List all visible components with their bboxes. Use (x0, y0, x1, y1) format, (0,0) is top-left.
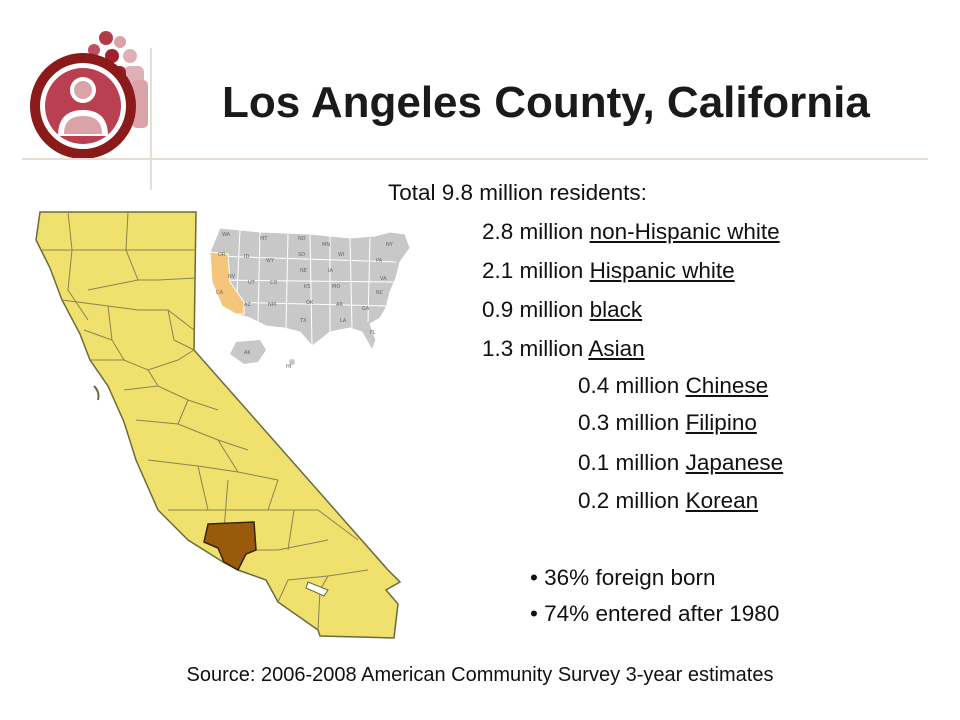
state-label: NY (386, 242, 394, 248)
state-label: ND (298, 236, 306, 242)
state-label: UT (248, 280, 256, 286)
state-label: AZ (244, 302, 251, 308)
bullet-dot-icon: • (530, 565, 538, 590)
group-label[interactable]: black (589, 297, 643, 322)
group-row: 0.9 million black (482, 297, 642, 323)
group-row: 1.3 million Asian (482, 336, 645, 362)
org-logo (30, 31, 148, 159)
group-amount: 2.8 million (482, 219, 584, 244)
state-label: TX (299, 318, 307, 324)
subgroup-row: 0.2 million Korean (578, 488, 758, 514)
us-alaska (230, 340, 266, 364)
group-label[interactable]: non-Hispanic white (589, 219, 780, 244)
state-label: AK (244, 350, 251, 356)
county-lines (40, 211, 369, 631)
state-label: ID (244, 254, 249, 260)
state-label: HI (286, 364, 291, 370)
header-divider-horizontal (22, 158, 928, 160)
group-row: 2.8 million non-Hispanic white (482, 219, 780, 245)
state-label: VA (380, 276, 387, 282)
bullet-text: 36% foreign born (544, 565, 716, 590)
state-label: CO (270, 280, 277, 286)
group-amount: 1.3 million (482, 336, 584, 361)
us-states-map: WA MT ND MN OR ID SD WY WI NE IA NV UT CO KS MO CA AZ NM OK… (209, 227, 411, 370)
us-california (209, 251, 245, 315)
subgroup-amount: 0.1 million (578, 450, 680, 475)
state-label: LA (340, 318, 347, 324)
state-label: MT (260, 236, 268, 242)
state-label: WY (266, 258, 275, 264)
subgroup-label[interactable]: Korean (685, 488, 759, 513)
state-label: OR (218, 252, 226, 258)
subgroup-amount: 0.4 million (578, 373, 680, 398)
subgroup-row: 0.1 million Japanese (578, 450, 783, 476)
source-note: Source: 2006-2008 American Community Sur… (186, 664, 774, 686)
state-label: PA (376, 258, 383, 264)
bullet-dot-icon: • (530, 601, 538, 626)
bullet-item: • 36% foreign born (530, 565, 716, 591)
subgroup-amount: 0.3 million (578, 410, 680, 435)
page-title: Los Angeles County, California (222, 78, 870, 127)
bullet-item: • 74% entered after 1980 (530, 601, 779, 627)
state-label: NV (228, 274, 236, 280)
subgroup-label[interactable]: Chinese (685, 373, 769, 398)
us-hawaii (289, 359, 295, 365)
us-outline (209, 227, 411, 352)
bullet-text: 74% entered after 1980 (544, 601, 780, 626)
state-label: CA (216, 290, 223, 296)
subgroup-row: 0.3 million Filipino (578, 410, 757, 436)
subgroup-label[interactable]: Filipino (685, 410, 757, 435)
group-amount: 0.9 million (482, 297, 584, 322)
state-label: NE (300, 268, 307, 274)
subgroup-row: 0.4 million Chinese (578, 373, 768, 399)
state-label: AR (336, 302, 343, 308)
state-label: IA (328, 268, 333, 274)
group-label[interactable]: Hispanic white (589, 258, 735, 283)
state-label: WI (338, 252, 344, 258)
state-label: SD (298, 252, 305, 258)
group-label[interactable]: Asian (588, 336, 645, 361)
state-label: NM (268, 302, 276, 308)
state-label: MO (332, 284, 340, 290)
total-residents: Total 9.8 million residents: (388, 180, 647, 205)
header-divider-vertical (150, 48, 152, 190)
subgroup-amount: 0.2 million (578, 488, 680, 513)
california-county-map (35, 211, 402, 639)
group-row: 2.1 million Hispanic white (482, 258, 735, 284)
state-label: GA (362, 306, 370, 312)
group-amount: 2.1 million (482, 258, 584, 283)
state-label: NC (376, 290, 384, 296)
state-label: FL (370, 330, 376, 336)
state-label: MN (322, 242, 330, 248)
state-label: KS (304, 284, 310, 290)
los-angeles-county (203, 521, 257, 572)
state-label: WA (222, 232, 231, 238)
state-label: OK (306, 300, 314, 306)
subgroup-label[interactable]: Japanese (685, 450, 784, 475)
